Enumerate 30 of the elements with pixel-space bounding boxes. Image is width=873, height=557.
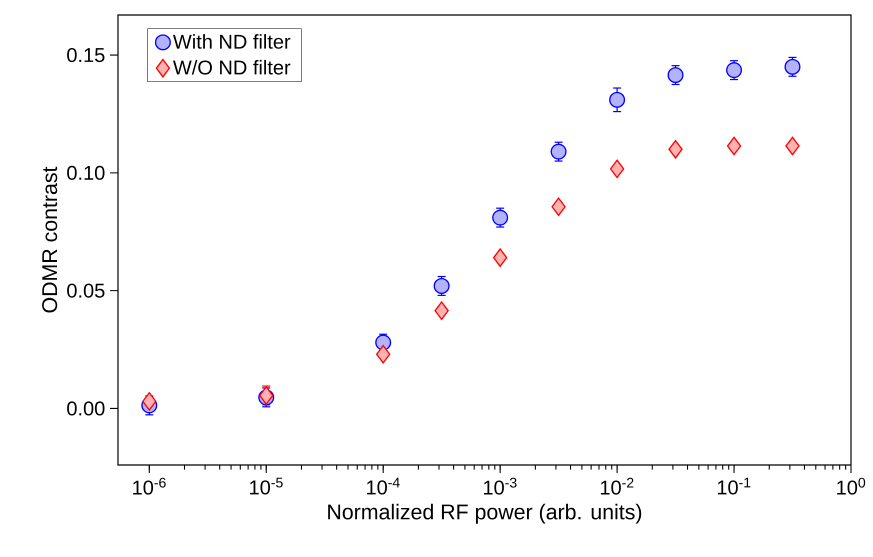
point [492, 210, 508, 226]
point [784, 58, 800, 75]
point [610, 160, 624, 178]
y-tick-label: 0.00 [67, 401, 105, 416]
x-tick-label: 10$^{-2}$ [600, 478, 634, 495]
x-tick-label: 10$^{-6}$ [133, 478, 166, 495]
point [785, 136, 800, 156]
point [550, 144, 567, 160]
point [668, 67, 684, 84]
x-tick-label: 10$^{-5}$ [250, 478, 283, 494]
legend-label: W/O ND filter [172, 60, 290, 75]
point [726, 62, 742, 78]
point [492, 248, 508, 268]
point [668, 140, 683, 159]
x-tick-label: 10$^{-4}$ [367, 478, 400, 494]
y-tick-label: 0.05 [67, 284, 104, 298]
x-tick-label: 10$^{0}$ [837, 478, 866, 495]
point [726, 136, 742, 156]
x-tick-label: 10$^{-3}$ [484, 478, 517, 495]
point [434, 278, 450, 294]
point [376, 344, 390, 364]
point [551, 197, 566, 216]
legend-label: With ND filter [172, 34, 290, 49]
y-tick-label: 0.10 [67, 166, 105, 180]
point [434, 301, 449, 320]
x-tick-label: 10$^{-1}$ [718, 478, 750, 494]
y-tick-label: 0.15 [67, 48, 104, 62]
y-axis-title: ODMR contrast [42, 166, 58, 312]
point [609, 92, 626, 108]
x-axis-title: Normalized RF power (arb. units) [328, 504, 642, 524]
